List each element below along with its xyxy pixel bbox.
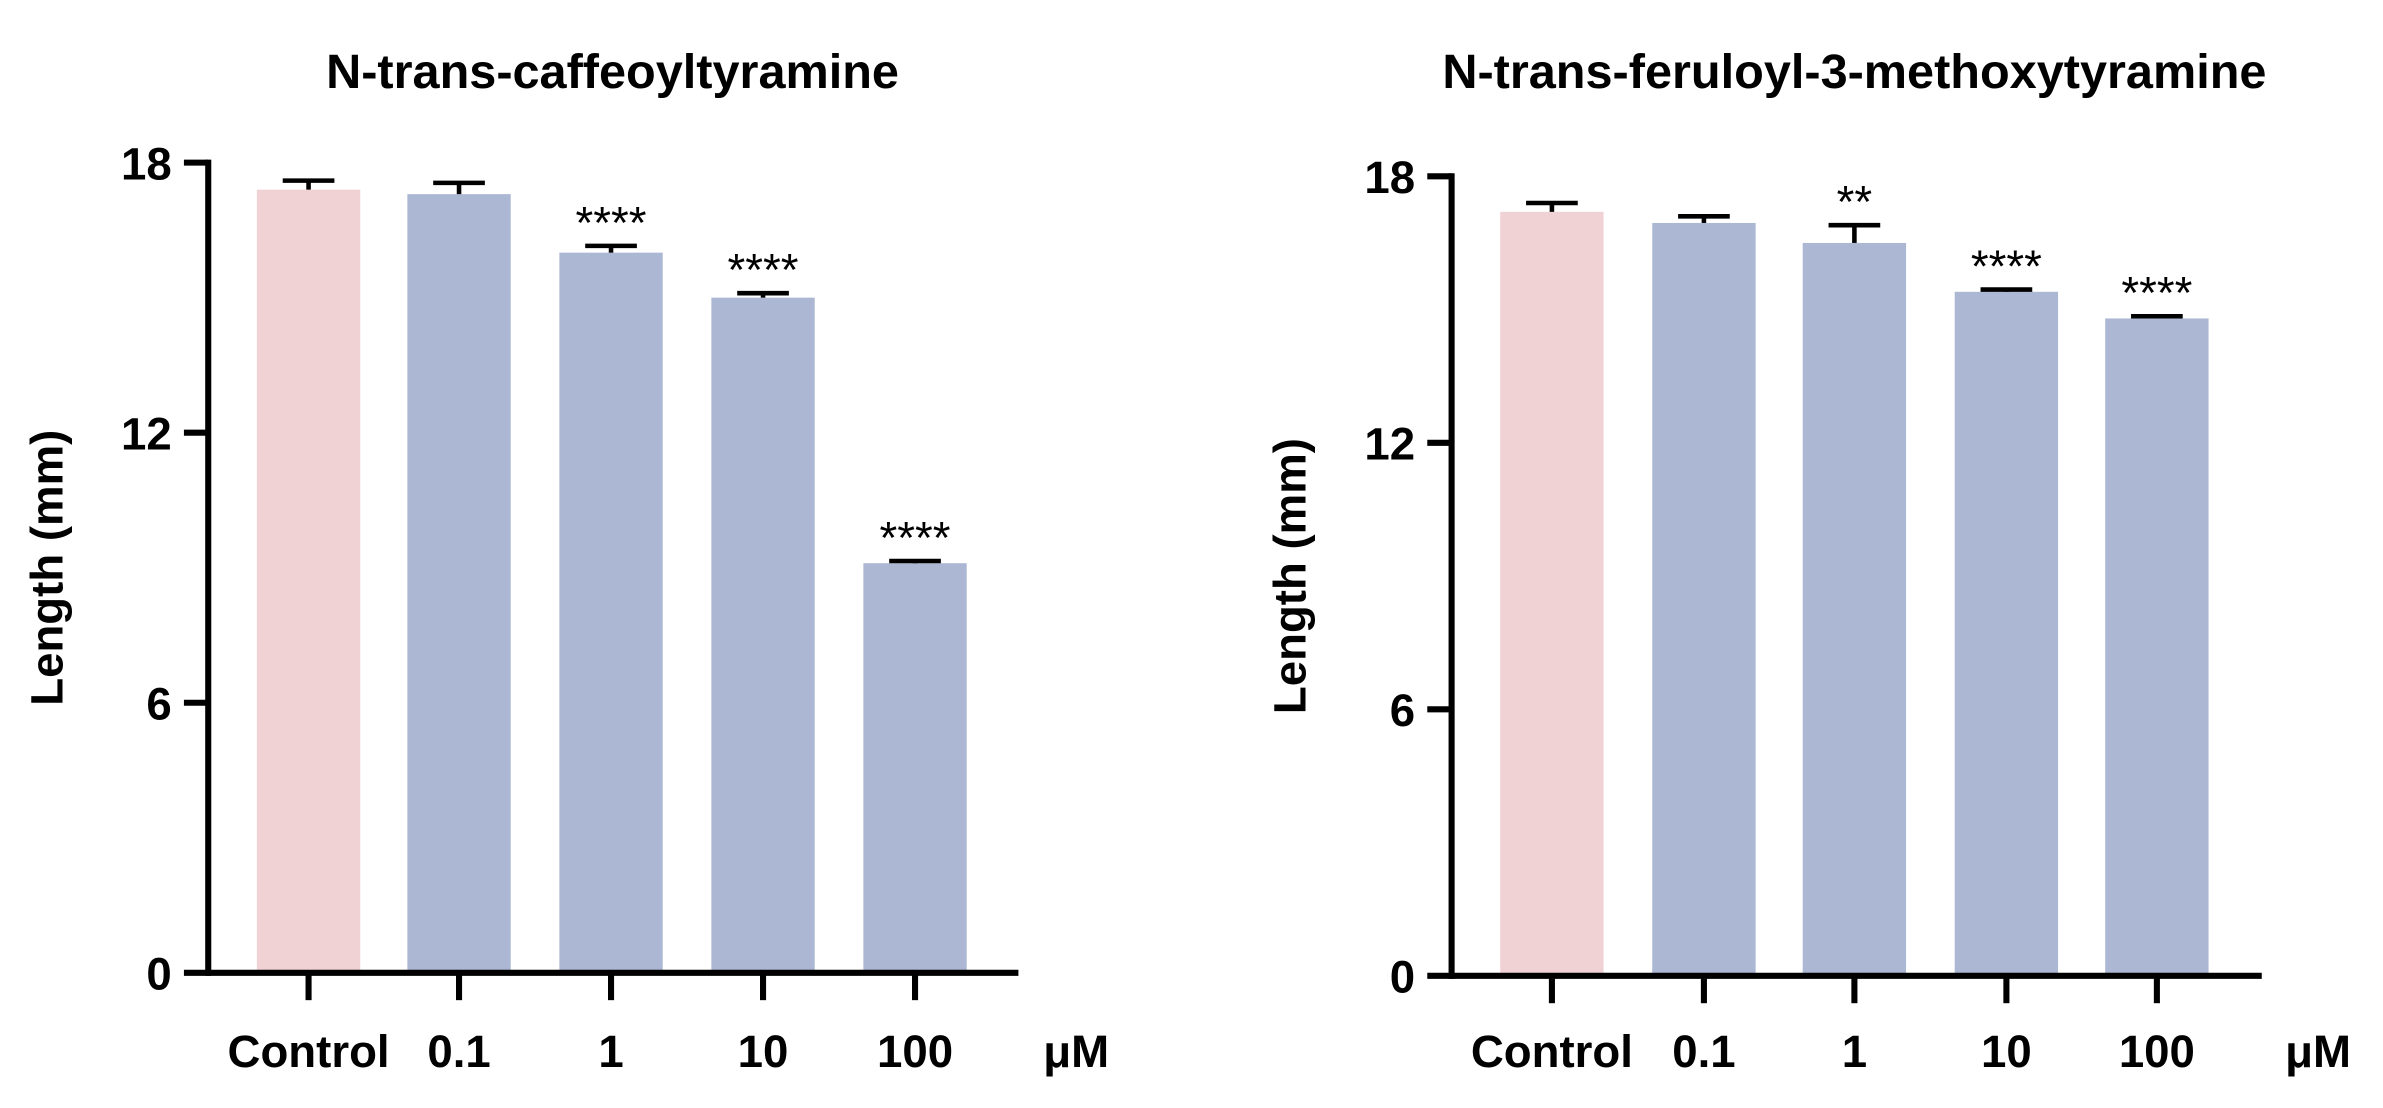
x-unit-label: μM [1043,1026,1109,1077]
y-axis-label: Length (mm) [21,430,72,706]
y-axis-label: Length (mm) [1265,438,1316,714]
y-tick-label: 18 [121,138,172,189]
y-tick-label: 0 [146,949,171,1000]
bar [1802,242,1907,976]
x-tick-label: 0.1 [427,1026,490,1077]
y-tick-label: 18 [1364,152,1415,203]
x-unit-label: μM [2285,1026,2351,1077]
x-tick-label: Control [1471,1026,1633,1077]
x-tick-label: 100 [877,1026,953,1077]
x-tick-label: 10 [1981,1026,2032,1077]
bar [256,189,361,973]
x-tick-label: 1 [598,1026,623,1077]
bar [407,194,511,973]
significance: **** [1971,241,2042,292]
bar [711,297,815,973]
bar [863,563,967,973]
bar [1954,291,2059,976]
significance: **** [2121,268,2192,319]
x-tick-label: 10 [738,1026,789,1077]
x-tick-label: 1 [1842,1026,1867,1077]
significance: **** [880,512,951,563]
x-tick-label: Control [228,1026,390,1077]
bar [2105,318,2209,976]
y-tick-label: 6 [146,678,171,729]
significance: ** [1837,177,1873,228]
bar [559,252,663,973]
bar [1652,222,1756,976]
y-tick-label: 12 [121,408,172,459]
bar [1500,211,1604,976]
y-tick-label: 6 [1390,685,1415,736]
significance: **** [728,245,799,296]
y-tick-label: 0 [1390,952,1415,1003]
x-tick-label: 100 [2119,1026,2195,1077]
significance: **** [576,197,647,248]
chart-title: N-trans-caffeoyltyramine [326,45,899,99]
y-tick-label: 12 [1364,419,1415,470]
x-tick-label: 0.1 [1672,1026,1735,1077]
chart-title: N-trans-feruloyl-3-methoxytyramine [1442,45,2266,99]
